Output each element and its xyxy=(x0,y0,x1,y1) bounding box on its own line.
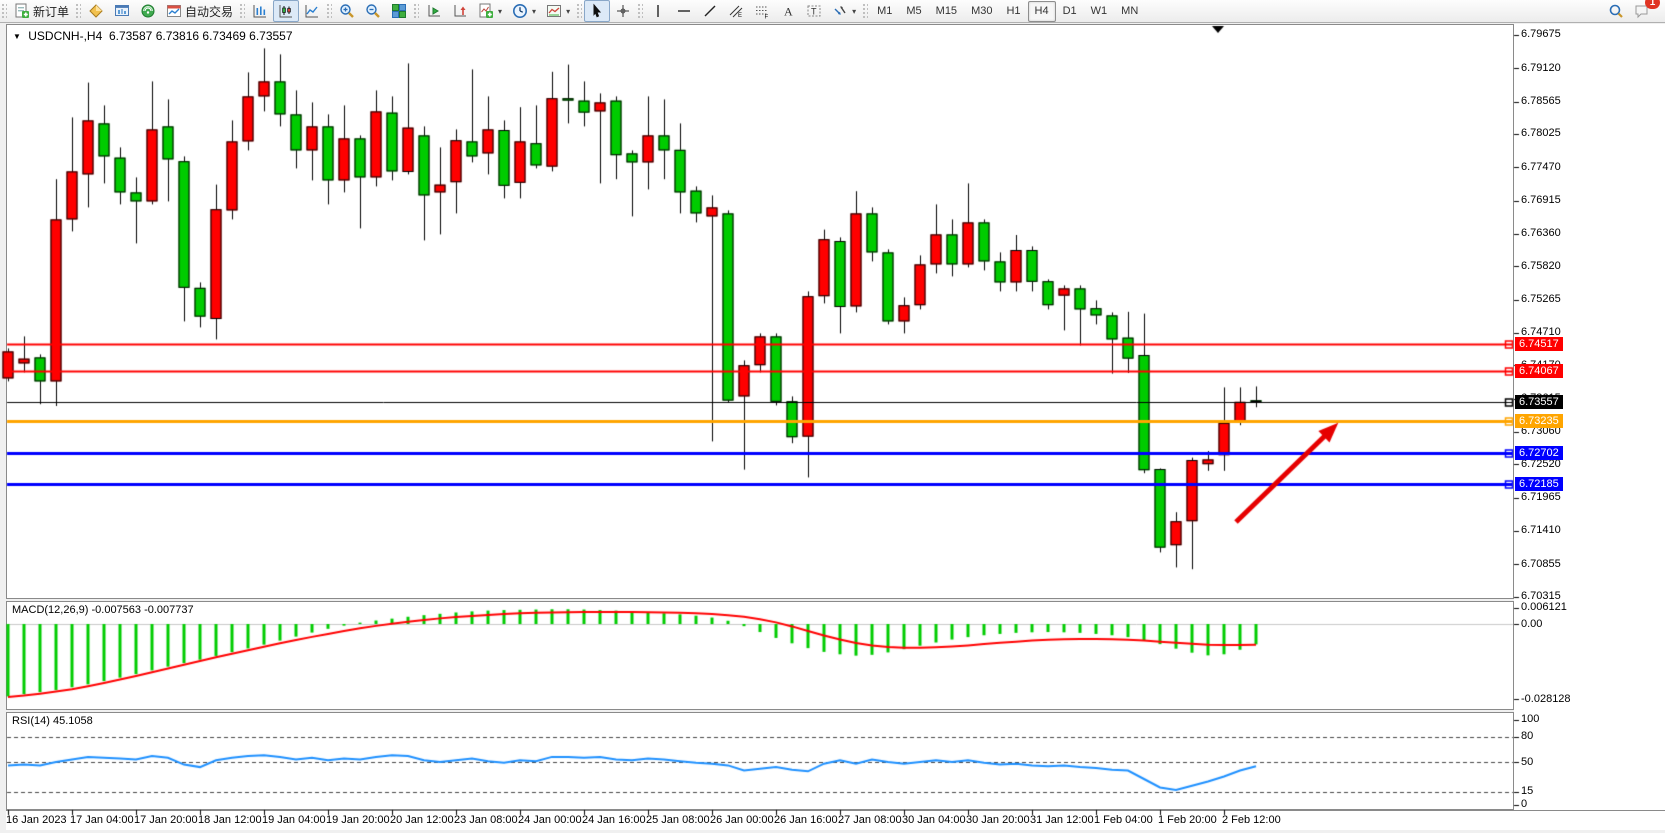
time-axis-label: 31 Jan 12:00 xyxy=(1030,814,1094,826)
line-price-label: 6.74067 xyxy=(1515,364,1563,379)
time-axis-label: 16 Jan 2023 xyxy=(6,814,67,826)
quote-low: 6.73469 xyxy=(202,29,246,43)
rsi-axis-label: 15 xyxy=(1521,785,1534,798)
time-axis-label: 25 Jan 08:00 xyxy=(646,814,710,826)
rsi-axis-label: 50 xyxy=(1521,755,1534,768)
quote-open: 6.73587 xyxy=(108,29,153,43)
macd-axis-label: 0.006121 xyxy=(1521,601,1567,614)
time-axis-label: 24 Jan 16:00 xyxy=(582,814,646,826)
chart-title: ▼ USDCNH-,H4 6.73587 6.73816 6.73469 6.7… xyxy=(13,29,293,43)
line-price-label: 6.74517 xyxy=(1515,337,1563,352)
time-axis-label: 26 Jan 16:00 xyxy=(774,814,838,826)
time-axis-label: 20 Jan 12:00 xyxy=(390,814,454,826)
symbol-name: USDCNH-,H4 xyxy=(28,29,103,43)
time-axis-label: 17 Jan 04:00 xyxy=(70,814,134,826)
macd-label: MACD(12,26,9) -0.007563 -0.007737 xyxy=(12,604,194,616)
time-axis-label: 23 Jan 08:00 xyxy=(454,814,518,826)
time-axis-label: 19 Jan 20:00 xyxy=(326,814,390,826)
line-price-label: 6.73235 xyxy=(1515,414,1563,429)
rsi-label: RSI(14) 45.1058 xyxy=(12,715,93,727)
rsi-value: 45.1058 xyxy=(52,715,93,727)
macd-axis-label: -0.028128 xyxy=(1521,692,1571,705)
rsi-axis-label: 0 xyxy=(1521,798,1528,810)
time-axis-label: 27 Jan 08:00 xyxy=(838,814,902,826)
time-axis-label: 2 Feb 12:00 xyxy=(1222,814,1281,826)
line-price-label: 6.73557 xyxy=(1515,395,1563,409)
rsi-axis-label: 100 xyxy=(1521,713,1540,725)
macd-value-signal: -0.007737 xyxy=(144,604,194,616)
time-axis-label: 18 Jan 12:00 xyxy=(198,814,262,826)
time-axis-label: 1 Feb 20:00 xyxy=(1158,814,1217,826)
time-axis-label: 24 Jan 00:00 xyxy=(518,814,582,826)
macd-axis-label: 0.00 xyxy=(1521,617,1543,630)
time-axis-label: 30 Jan 20:00 xyxy=(966,814,1030,826)
time-axis-label: 1 Feb 04:00 xyxy=(1094,814,1153,826)
time-axis-label: 30 Jan 04:00 xyxy=(902,814,966,826)
quote-close: 6.73557 xyxy=(249,29,293,43)
rsi-axis-label: 80 xyxy=(1521,730,1534,742)
line-price-label: 6.72185 xyxy=(1515,477,1563,492)
time-axis-label: 17 Jan 20:00 xyxy=(134,814,198,826)
time-axis-label: 19 Jan 04:00 xyxy=(262,814,326,826)
time-axis-label: 26 Jan 00:00 xyxy=(710,814,774,826)
line-price-label: 6.72702 xyxy=(1515,446,1563,461)
quote-high: 6.73816 xyxy=(155,29,200,43)
chevron-down-icon: ▼ xyxy=(13,32,21,41)
macd-value-main: -0.007563 xyxy=(91,604,142,616)
